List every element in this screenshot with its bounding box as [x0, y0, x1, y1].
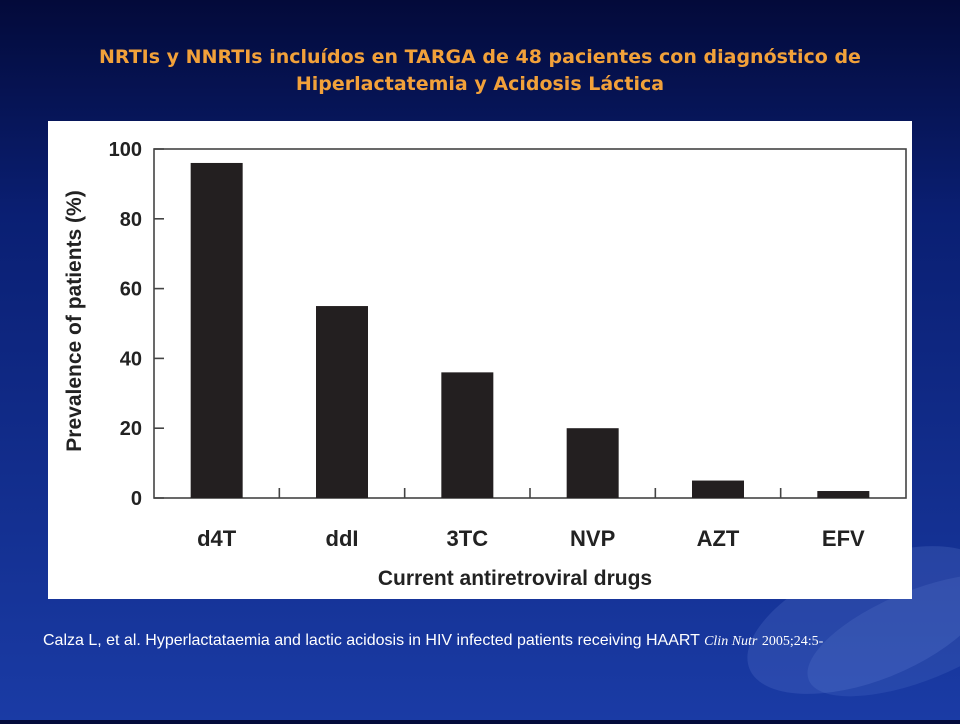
bar-efv	[817, 491, 870, 498]
y-axis-title: Prevalence of patients (%)	[63, 190, 86, 451]
y-axis-tick-labels: 0 20 40 60 80 100	[109, 139, 142, 510]
chart-panel: 0 20 40 60 80 100 d4T ddI 3TC NVP AZT EFV Prevalen…	[48, 121, 912, 599]
x-axis-ticks	[278, 488, 782, 498]
x-axis-title: Current antiretroviral drugs	[378, 567, 652, 590]
y-tick-label: 0	[131, 488, 142, 510]
x-tick-label: NVP	[570, 526, 615, 551]
bar-nvp	[566, 428, 619, 498]
y-tick-label: 80	[120, 209, 142, 231]
bar-ddi	[316, 306, 368, 498]
slide-title-line-1: NRTIs y NNRTIs incluídos en TARGA de 48 …	[99, 46, 861, 68]
bar-3tc	[441, 372, 494, 498]
x-tick-label: d4T	[197, 526, 237, 551]
y-tick-label: 60	[120, 279, 142, 301]
y-axis-ticks	[154, 148, 164, 499]
plot-border	[153, 148, 907, 499]
bar-azt	[692, 480, 744, 498]
bar-d4t	[190, 162, 243, 498]
bars	[190, 162, 870, 498]
bar-chart: 0 20 40 60 80 100 d4T ddI 3TC NVP AZT EFV Prevalen…	[63, 139, 907, 590]
citation-journal: Clin Nutr	[704, 634, 758, 649]
citation-text: Calza L, et al. Hyperlactataemia and lac…	[43, 632, 700, 649]
y-tick-label: 40	[120, 348, 142, 370]
slide-title-line-2: Hiperlactatemia y Acidosis Láctica	[295, 73, 665, 95]
x-tick-label: 3TC	[447, 526, 489, 551]
y-tick-label: 20	[120, 418, 142, 440]
x-tick-label: ddI	[326, 526, 359, 551]
plot-frame	[153, 148, 907, 499]
slide-title: NRTIs y NNRTIs incluídos en TARGA de 48 …	[20, 44, 940, 98]
citation: Calza L, et al. Hyperlactataemia and lac…	[43, 630, 960, 653]
x-tick-label: AZT	[697, 526, 740, 551]
x-axis-tick-labels: d4T ddI 3TC NVP AZT EFV	[197, 526, 865, 551]
y-tick-label: 100	[109, 139, 142, 161]
x-tick-label: EFV	[822, 526, 865, 551]
citation-reference: 2005;24:5-	[761, 634, 824, 649]
